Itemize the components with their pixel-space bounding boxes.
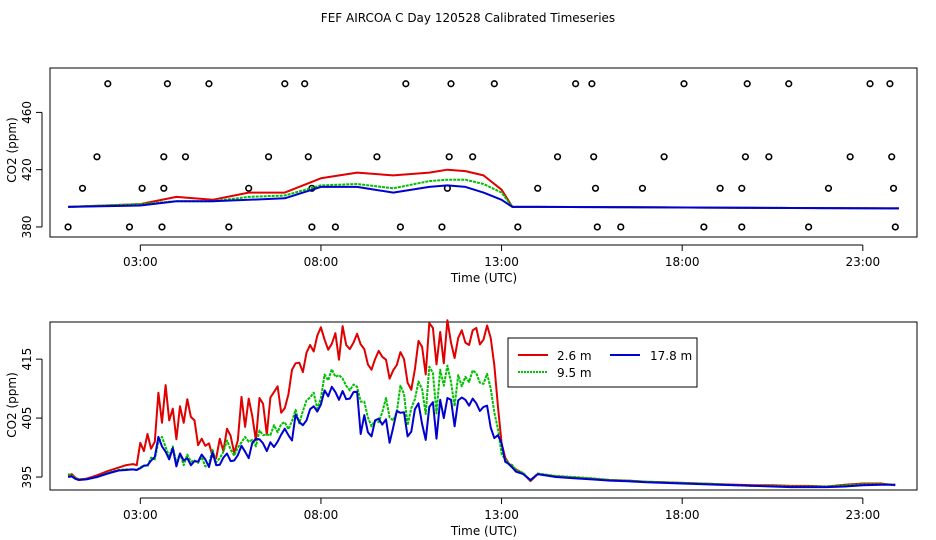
top-scatter-point	[264, 153, 273, 161]
legend-label-2-6m: 2.6 m	[557, 349, 592, 363]
top-scatter-point	[591, 184, 600, 192]
top-scatter-point	[93, 153, 101, 161]
top-y-tick-label: 420	[20, 158, 34, 181]
top-scatter-point	[402, 80, 410, 88]
top-panel-ylabel: CO2 (ppm)	[5, 117, 19, 183]
top-scatter-point	[205, 80, 213, 88]
top-plot-frame	[49, 67, 918, 238]
top-scatter-point	[160, 153, 168, 161]
legend-box	[507, 337, 698, 388]
bottom-panel-xlabel: Time (UTC)	[450, 524, 517, 538]
bottom-x-tick-label: 13:00	[484, 508, 519, 522]
top-scatter-point	[805, 223, 813, 231]
top-series-17-8-m-line	[68, 184, 899, 210]
top-scatter-point	[438, 223, 446, 231]
legend: 2.6 m 9.5 m 17.8 m	[507, 337, 698, 388]
top-panel: CO2 (ppm) Time (UTC) 03:00 08:00 13:00 18:0…	[5, 67, 918, 285]
top-scatter-point	[743, 80, 751, 88]
top-scatter-point	[866, 80, 874, 88]
top-scatter-point	[301, 80, 309, 88]
top-scatter-point	[680, 80, 688, 88]
top-y-tick-label: 460	[20, 101, 34, 124]
bottom-x-tick-label: 03:00	[123, 508, 158, 522]
top-scatter-point	[163, 80, 172, 88]
top-scatter-point	[396, 223, 405, 231]
top-scatter-point	[447, 80, 455, 88]
top-scatter-point	[304, 153, 312, 161]
top-series-9-5-m-line	[68, 178, 899, 210]
top-scatter-point	[889, 184, 898, 192]
top-scatter-point	[490, 80, 498, 88]
top-scatter-point	[225, 223, 233, 231]
top-x-tick-label: 18:00	[665, 255, 700, 269]
top-scatter-point	[281, 80, 289, 88]
top-scatter-point	[824, 184, 833, 192]
top-x-tick-label: 13:00	[484, 255, 519, 269]
top-x-tick-label: 08:00	[304, 255, 339, 269]
bottom-series-9-5-m-line	[67, 364, 896, 488]
top-scatter-point	[181, 153, 190, 161]
top-scatter-point	[593, 223, 601, 231]
top-scatter-point	[738, 223, 746, 231]
bottom-panel-ylabel: CO2 (ppm)	[5, 372, 19, 438]
top-scatter-point	[125, 223, 134, 231]
top-scatter-point	[588, 80, 596, 88]
top-scatter-point	[553, 153, 562, 161]
bottom-y-tick-label: 415	[20, 348, 34, 371]
top-scatter-point	[765, 153, 773, 161]
top-scatter-point	[445, 153, 453, 161]
top-scatter-point	[700, 223, 708, 231]
top-scatter-point	[572, 80, 580, 88]
top-x-tick-label: 03:00	[123, 255, 158, 269]
top-scatter-point	[617, 223, 625, 231]
top-scatter-point	[846, 153, 854, 161]
top-panel-xlabel: Time (UTC)	[450, 271, 517, 285]
bottom-x-tick-label: 23:00	[846, 508, 881, 522]
legend-label-9-5m: 9.5 m	[557, 366, 592, 380]
bottom-x-tick-label: 18:00	[665, 508, 700, 522]
top-scatter-point	[138, 184, 146, 192]
bottom-y-tick-label: 395	[20, 466, 34, 489]
top-scatter-point	[160, 184, 168, 192]
top-scatter-point	[716, 184, 724, 192]
top-scatter-point	[888, 153, 896, 161]
top-scatter-point	[660, 153, 668, 161]
top-scatter-point	[331, 223, 339, 231]
legend-label-17-8m: 17.8 m	[650, 349, 692, 363]
top-scatter-point	[590, 153, 598, 161]
bottom-panel: CO2 (ppm) Time (UTC) 03:00 08:00 13:00 18:0…	[5, 319, 918, 538]
top-scatter-point	[308, 223, 316, 231]
top-scatter-point	[158, 223, 166, 231]
top-scatter-point	[886, 80, 894, 88]
top-series-2-6-m-line	[68, 168, 899, 210]
top-scatter-point	[245, 184, 253, 192]
top-scatter-point	[373, 153, 381, 161]
top-scatter-point	[64, 223, 72, 231]
top-scatter-point	[469, 153, 477, 161]
bottom-plot-frame	[49, 321, 918, 491]
top-scatter-point	[785, 80, 793, 88]
top-scatter-point	[534, 184, 542, 192]
figure-title: FEF AIRCOA C Day 120528 Calibrated Times…	[321, 11, 615, 25]
top-scatter-point	[738, 184, 746, 192]
top-scatter-point	[638, 184, 647, 192]
bottom-x-tick-label: 08:00	[304, 508, 339, 522]
top-scatter-point	[514, 223, 522, 231]
bottom-series-17-8-m-line	[67, 385, 896, 489]
top-scatter-point	[891, 223, 899, 231]
top-y-tick-label: 380	[20, 216, 34, 239]
bottom-series-2-6-m-line	[67, 319, 896, 488]
top-scatter-point	[104, 80, 112, 88]
top-x-tick-label: 23:00	[846, 255, 881, 269]
top-scatter-point	[78, 184, 87, 192]
top-scatter-point	[741, 153, 750, 161]
bottom-y-tick-label: 405	[20, 407, 34, 430]
